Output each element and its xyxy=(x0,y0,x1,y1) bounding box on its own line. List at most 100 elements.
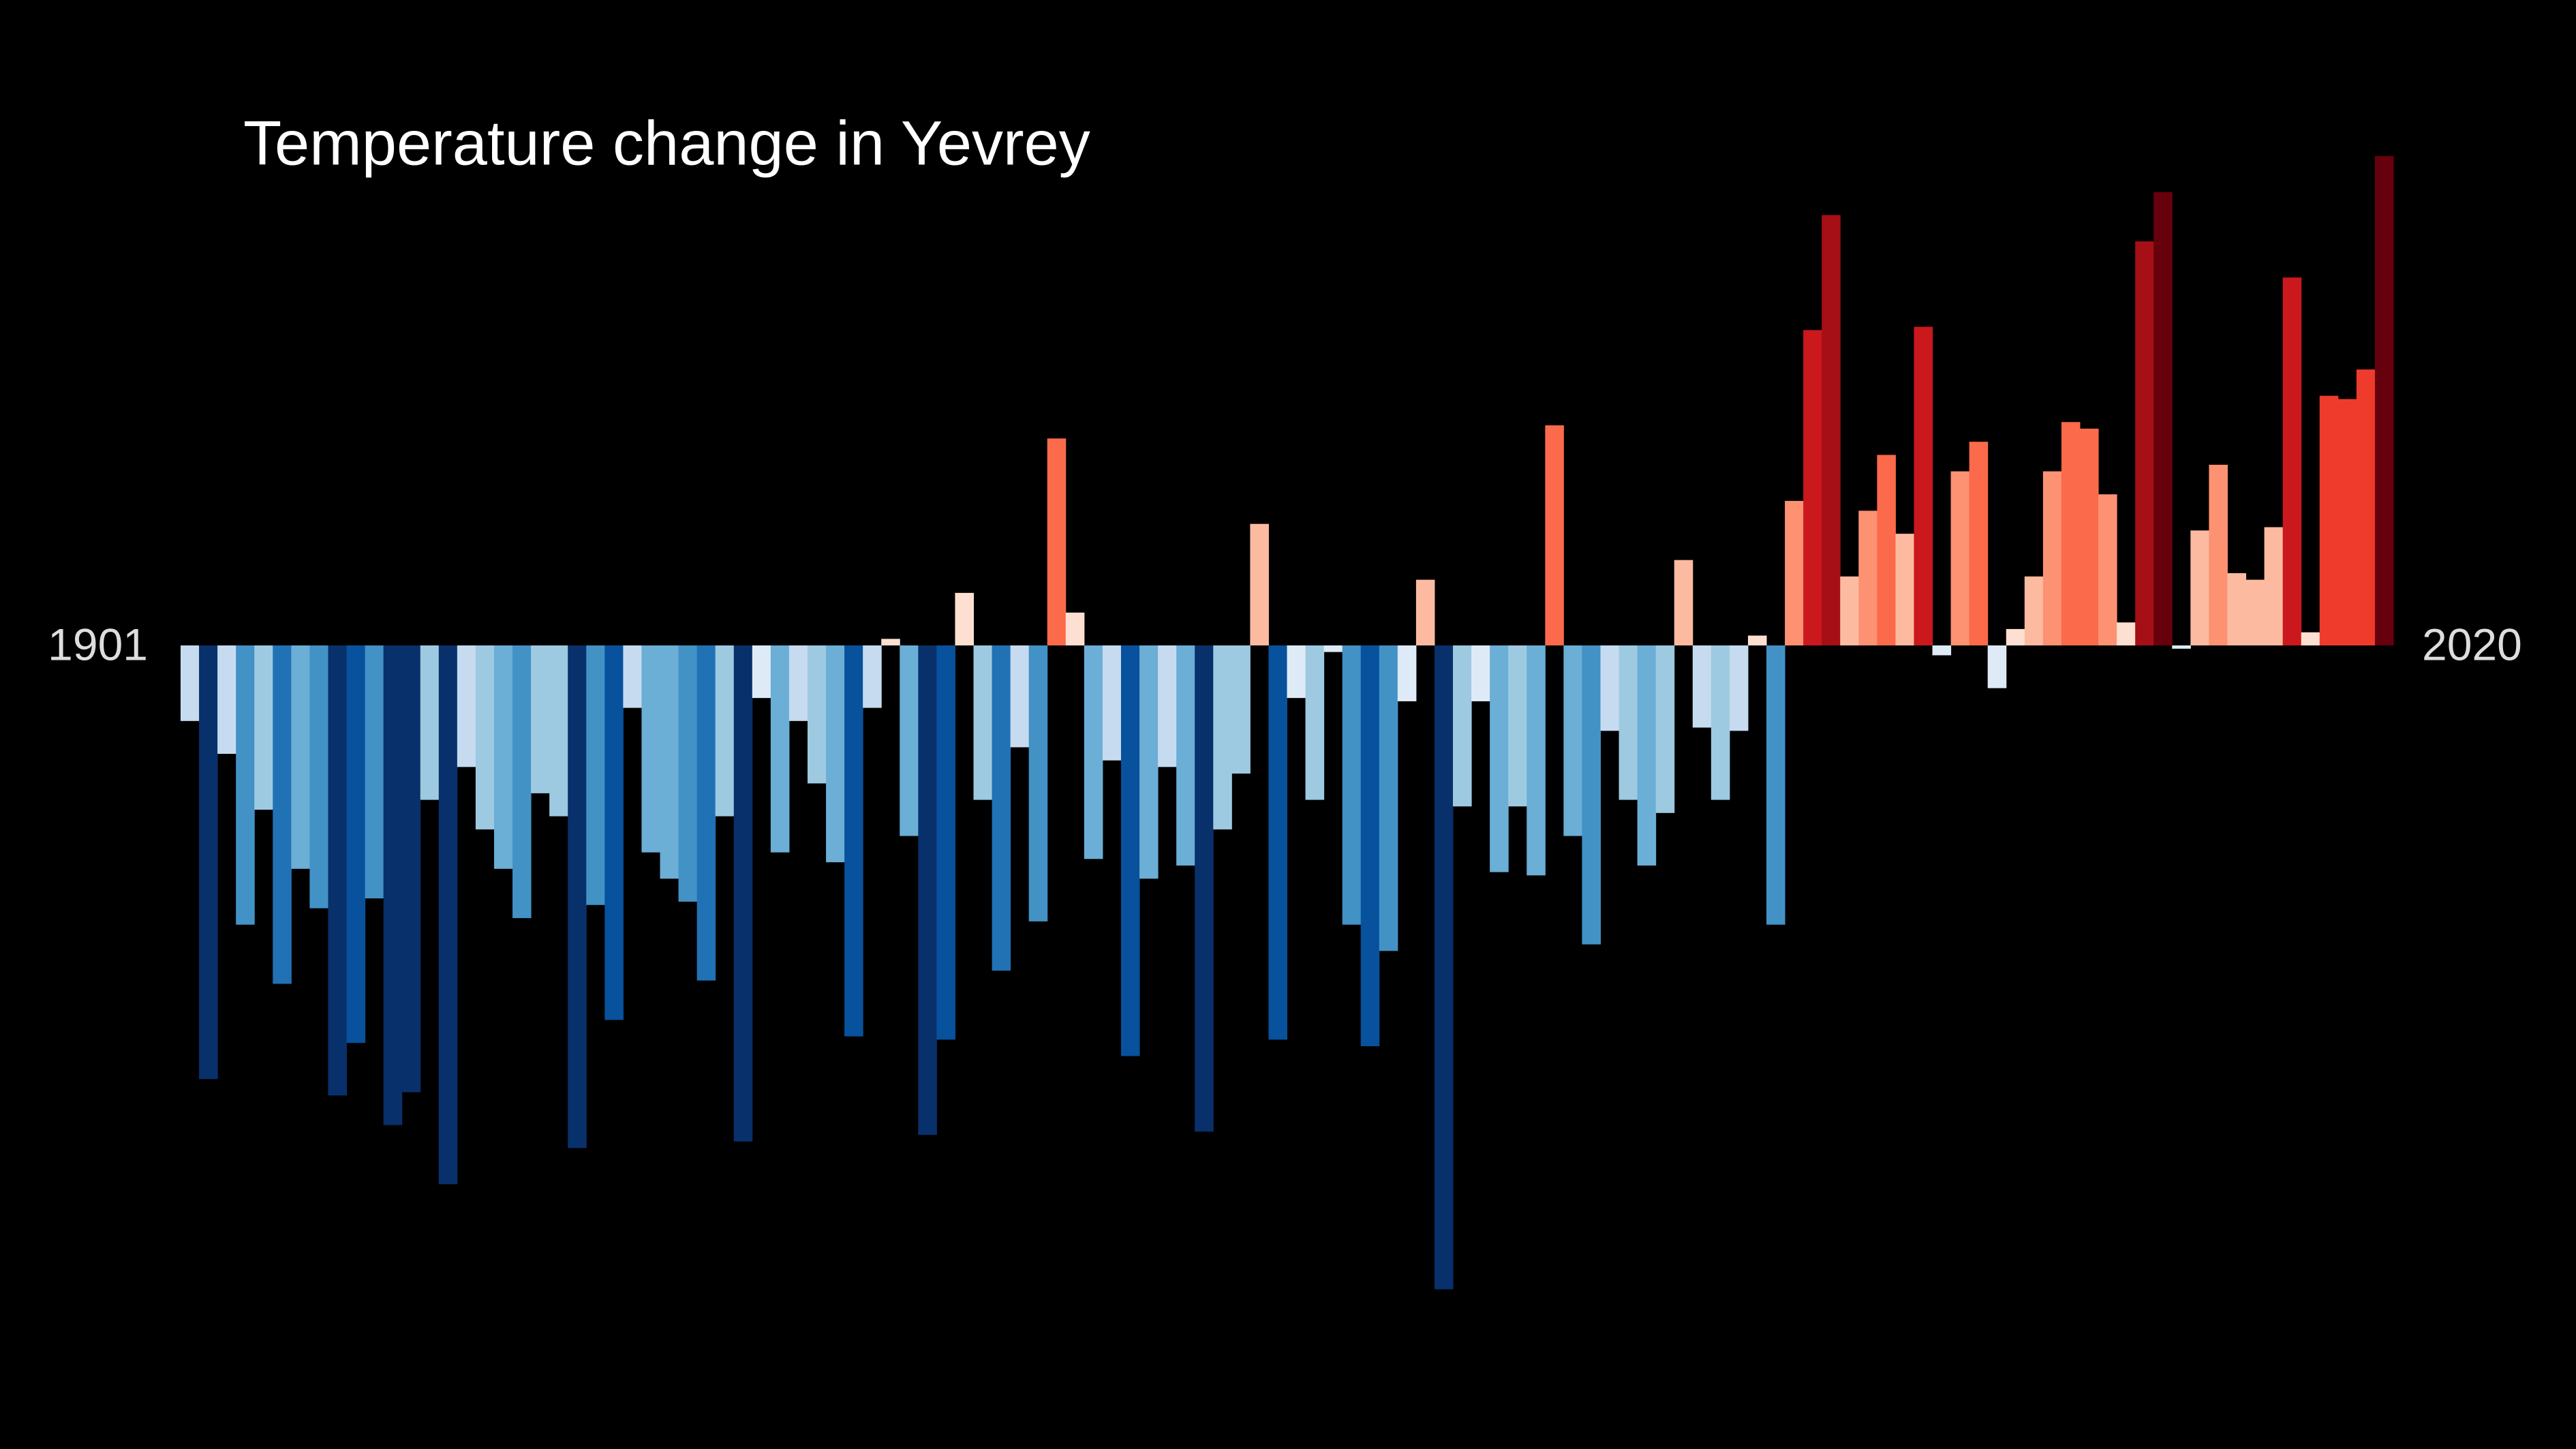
bar xyxy=(2374,155,2394,645)
bar xyxy=(1508,645,1527,807)
bar xyxy=(2172,645,2191,649)
bar xyxy=(1434,645,1454,1290)
bar xyxy=(1379,645,1398,951)
bar xyxy=(1803,330,1822,645)
bar xyxy=(1176,645,1195,866)
bar xyxy=(1158,645,1177,767)
bar xyxy=(328,645,348,1096)
bar xyxy=(2153,192,2173,646)
bar xyxy=(863,645,882,708)
bar xyxy=(1711,645,1730,800)
bar xyxy=(2135,241,2154,645)
bar xyxy=(1415,579,1435,645)
bar xyxy=(1785,500,1804,645)
bar xyxy=(1471,645,1490,701)
bar xyxy=(844,645,863,1037)
bar xyxy=(1490,645,1509,872)
bar xyxy=(2098,494,2117,645)
bar xyxy=(549,645,568,817)
bar xyxy=(2209,464,2228,645)
bar xyxy=(1674,560,1693,645)
bar xyxy=(1342,645,1362,925)
x-tick-label: 2020 xyxy=(2422,619,2522,669)
bar xyxy=(1747,635,1767,645)
bar xyxy=(1822,215,1841,646)
bar xyxy=(1729,645,1749,731)
bar xyxy=(1655,645,1675,813)
bar xyxy=(1914,326,1933,645)
bar xyxy=(604,645,624,1020)
bar xyxy=(1120,645,1140,1056)
bar xyxy=(1840,576,1859,645)
bar xyxy=(881,639,900,645)
bar xyxy=(715,645,735,817)
bar xyxy=(2190,530,2209,645)
bar xyxy=(1010,645,1030,748)
bar xyxy=(1323,645,1343,652)
bar xyxy=(273,645,292,984)
bar xyxy=(733,645,753,1142)
bar xyxy=(641,645,661,853)
bar xyxy=(1969,442,1989,645)
bar xyxy=(475,645,495,829)
bar xyxy=(1028,645,1048,921)
bar xyxy=(1047,438,1067,645)
bar xyxy=(1305,645,1325,800)
bar xyxy=(254,645,273,810)
bar xyxy=(438,645,458,1185)
bar xyxy=(2356,369,2376,645)
bar xyxy=(788,645,808,721)
bar xyxy=(1084,645,1103,859)
bar xyxy=(807,645,827,784)
x-tick-label: 1901 xyxy=(48,619,148,669)
bar xyxy=(365,645,384,899)
bar xyxy=(2337,399,2357,645)
bar xyxy=(1231,645,1251,774)
bar xyxy=(1250,523,1269,645)
bar xyxy=(1766,645,1785,925)
bar xyxy=(696,645,716,981)
chart-title: Temperature change in Yevrey xyxy=(243,108,1090,178)
bar xyxy=(1287,645,1306,699)
bar xyxy=(2245,579,2265,645)
bar xyxy=(1582,645,1601,945)
bar xyxy=(493,645,513,869)
bar xyxy=(660,645,679,879)
bar xyxy=(2080,428,2099,645)
bar xyxy=(1877,455,1896,645)
bar xyxy=(1987,645,2007,688)
bar xyxy=(1527,645,1546,876)
bar xyxy=(199,645,218,1080)
bar xyxy=(1950,471,1970,645)
bar xyxy=(623,645,642,708)
bar xyxy=(2117,622,2136,645)
bar xyxy=(752,645,771,699)
bar xyxy=(1692,645,1712,728)
bar xyxy=(2024,576,2044,645)
bar xyxy=(1397,645,1417,701)
bar xyxy=(309,645,328,909)
bar xyxy=(936,645,955,1040)
bar xyxy=(512,645,532,919)
bar xyxy=(1268,645,1287,1040)
bar xyxy=(2042,471,2062,645)
bar xyxy=(181,645,200,721)
bar xyxy=(420,645,440,800)
bar xyxy=(1065,612,1085,645)
bar xyxy=(918,645,937,1135)
bar xyxy=(2282,277,2302,645)
bar xyxy=(346,645,366,1043)
bar xyxy=(457,645,476,767)
bar xyxy=(2264,527,2284,645)
bar xyxy=(1619,645,1638,800)
bar xyxy=(2227,573,2247,645)
bar xyxy=(2061,422,2081,645)
bar xyxy=(1858,510,1877,645)
bar xyxy=(1895,534,1914,645)
bar xyxy=(383,645,403,1125)
bar xyxy=(1563,645,1582,836)
bar xyxy=(236,645,255,925)
bar xyxy=(2301,632,2320,645)
